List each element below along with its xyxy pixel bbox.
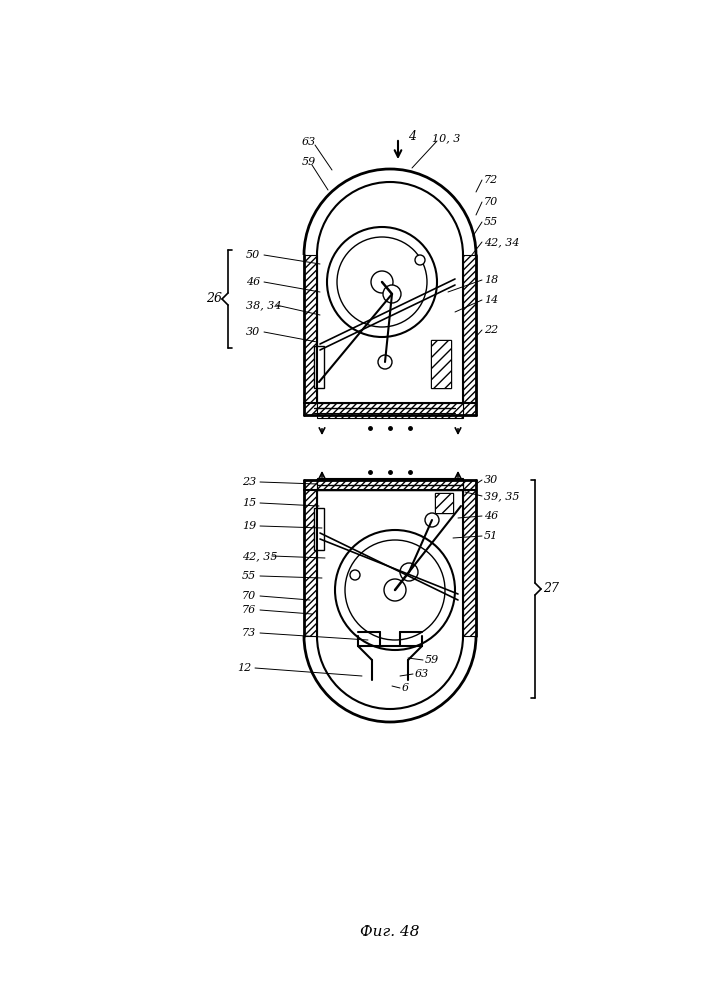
Bar <box>314 346 324 388</box>
Bar <box>317 478 463 490</box>
Text: 59: 59 <box>425 655 439 665</box>
Bar <box>435 493 453 513</box>
Text: 46: 46 <box>246 277 260 287</box>
Text: 23: 23 <box>242 477 256 487</box>
Bar <box>304 480 317 636</box>
Text: 18: 18 <box>484 275 498 285</box>
Circle shape <box>400 563 418 581</box>
Bar <box>304 255 317 415</box>
Text: 27: 27 <box>543 582 559 595</box>
Text: 50: 50 <box>246 250 260 260</box>
Text: 55: 55 <box>484 217 498 227</box>
Text: Фиг. 48: Фиг. 48 <box>361 925 420 939</box>
Text: 42, 34: 42, 34 <box>484 237 520 247</box>
Text: 59: 59 <box>302 157 316 167</box>
Circle shape <box>371 271 393 293</box>
Text: 73: 73 <box>242 628 256 638</box>
Text: 51: 51 <box>484 531 498 541</box>
Text: 72: 72 <box>484 175 498 185</box>
Text: 39, 35: 39, 35 <box>484 491 520 501</box>
Text: 38, 34: 38, 34 <box>246 300 281 310</box>
Circle shape <box>384 579 406 601</box>
Text: 55: 55 <box>242 571 256 581</box>
Text: 12: 12 <box>237 663 251 673</box>
Text: 30: 30 <box>246 327 260 337</box>
Text: 22: 22 <box>484 325 498 335</box>
Circle shape <box>378 355 392 369</box>
Bar <box>435 493 453 513</box>
Text: 10, 3: 10, 3 <box>432 133 460 143</box>
Text: 6: 6 <box>402 683 409 693</box>
Bar <box>431 340 451 388</box>
Circle shape <box>383 285 401 303</box>
Text: 30: 30 <box>484 475 498 485</box>
Bar <box>463 255 476 415</box>
Text: 63: 63 <box>415 669 429 679</box>
Text: 63: 63 <box>302 137 316 147</box>
Text: 4: 4 <box>408 129 416 142</box>
Text: 46: 46 <box>484 511 498 521</box>
Circle shape <box>350 570 360 580</box>
Bar <box>317 403 463 418</box>
Text: 76: 76 <box>242 605 256 615</box>
Text: 70: 70 <box>484 197 498 207</box>
Circle shape <box>425 513 439 527</box>
Text: 70: 70 <box>242 591 256 601</box>
Circle shape <box>415 255 425 265</box>
Bar <box>314 508 324 550</box>
Text: 42, 35: 42, 35 <box>242 551 278 561</box>
Text: 15: 15 <box>242 498 256 508</box>
Text: 14: 14 <box>484 295 498 305</box>
Bar <box>431 340 451 388</box>
Text: 26: 26 <box>206 292 222 306</box>
Bar <box>463 480 476 636</box>
Text: 19: 19 <box>242 521 256 531</box>
